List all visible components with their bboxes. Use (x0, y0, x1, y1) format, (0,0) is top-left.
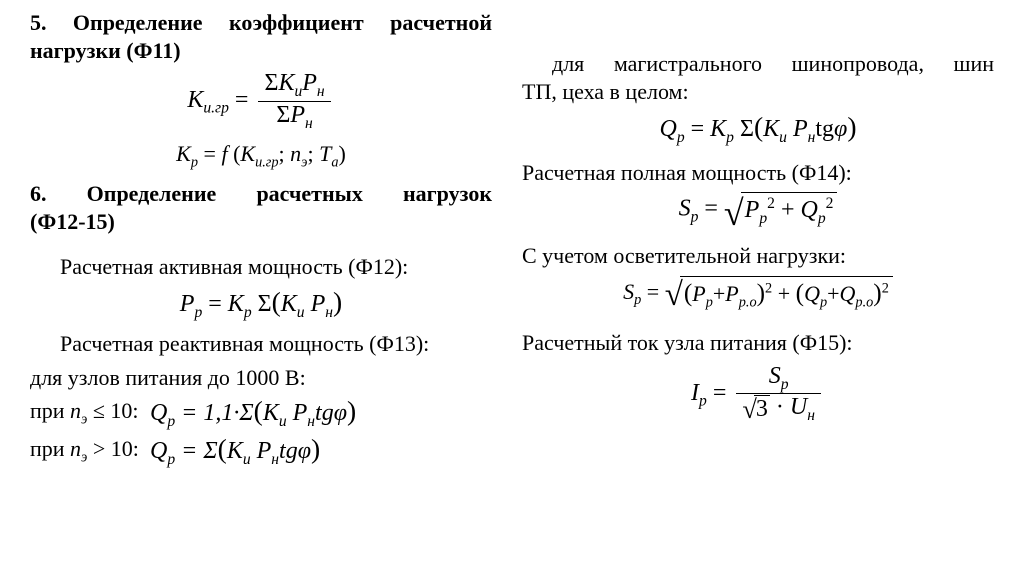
right-column: для магистрального шинопровода, шин ТП, … (512, 10, 994, 554)
heading-5-line2: нагрузки (Ф11) (30, 38, 492, 64)
formula-kp: Kp = f (Kи.гр; nэ; Ta) (30, 141, 492, 171)
text-f14: Расчетная полная мощность (Ф14): (522, 159, 994, 187)
formula-sp: Sp = √ Pp2 + Qp2 (522, 192, 994, 228)
formula-sp-light: Sp = √ (Pp+Pp.о)2 + (Qp+Qp.о)2 (522, 276, 994, 311)
page: 5. Определение коэффициент расчетной наг… (0, 0, 1024, 574)
heading-6-line1: 6. Определение расчетных нагрузок (30, 181, 492, 207)
text-bus-line2: ТП, цеха в целом: (522, 78, 994, 106)
text-f12: Расчетная активная мощность (Ф12): (30, 253, 492, 281)
text-1000: для узлов питания до 1000 В: (30, 364, 492, 392)
formula-pp: Pp = Kp Σ(Kи Pн) (30, 286, 492, 322)
heading-5-line1: 5. Определение коэффициент расчетной (30, 10, 492, 36)
text-f13: Расчетная реактивная мощность (Ф13): (30, 330, 492, 358)
text-light: С учетом осветительной нагрузки: (522, 242, 994, 270)
formula-kigrp: Kи.гр = ΣKиPн ΣPн (30, 70, 492, 133)
left-column: 5. Определение коэффициент расчетной наг… (30, 10, 512, 554)
cond-gt10: при nэ > 10: Qp = Σ(Kи Pнtgφ) (30, 433, 492, 469)
text-f15: Расчетный ток узла питания (Ф15): (522, 329, 994, 357)
cond-le10: при nэ ≤ 10: Qp = 1,1·Σ(Kи Pнtgφ) (30, 395, 492, 431)
formula-qp-bus: Qp = Kp Σ(Kи Pнtgφ) (522, 111, 994, 147)
text-bus-line1: для магистрального шинопровода, шин (522, 50, 994, 78)
formula-ip: Ip = Sp √3 · Uн (522, 363, 994, 426)
heading-6-line2: (Ф12-15) (30, 209, 492, 235)
